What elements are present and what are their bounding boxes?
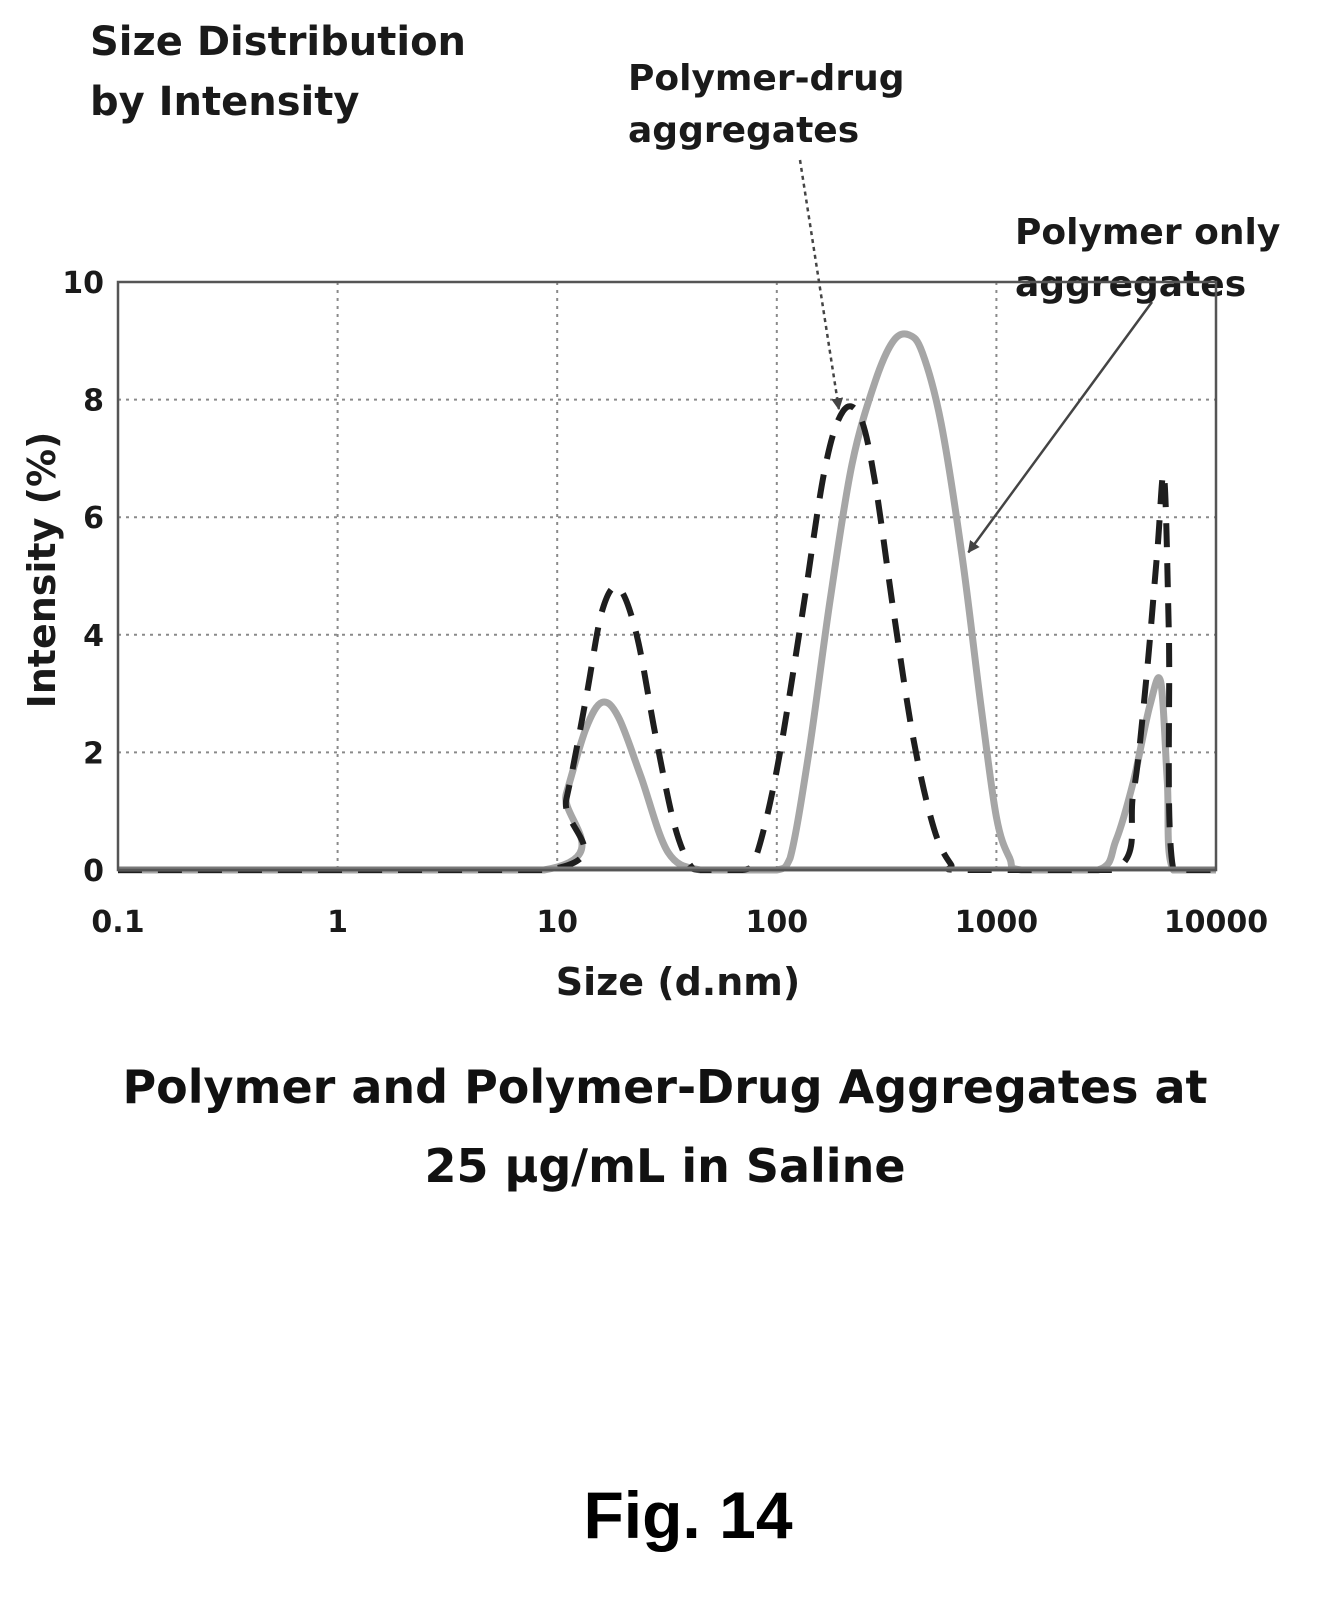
x-tick-label: 0.1 [91, 905, 144, 940]
chart-title-line-2: by Intensity [90, 79, 359, 125]
y-tick-label: 0 [83, 854, 104, 889]
annotation-polymer-only-line-1: Polymer only [1015, 212, 1280, 253]
grid-lines [118, 282, 1216, 870]
caption-line-1: Polymer and Polymer-Drug Aggregates at [122, 1060, 1207, 1114]
x-tick-label: 10000 [1164, 905, 1268, 940]
chart-title-line-1: Size Distribution [90, 19, 466, 65]
y-tick-label: 10 [62, 266, 104, 301]
x-tick-label: 10 [536, 905, 578, 940]
series-line-polymer-drug [118, 403, 1216, 874]
x-tick-label: 100 [745, 905, 808, 940]
plot-area: 0.1 1 10 100 1000 10000 0 2 4 6 8 10 [62, 159, 1268, 940]
figure-label: Fig. 14 [583, 1478, 792, 1552]
x-tick-label: 1000 [955, 905, 1039, 940]
series-line-polymer-only [118, 330, 1216, 874]
plot-frame [116, 280, 1218, 872]
y-tick-label: 8 [83, 384, 104, 419]
series-layer [118, 330, 1216, 874]
x-axis-label: Size (d.nm) [556, 960, 801, 1004]
annotation-polymer-drug-line-2: aggregates [628, 110, 859, 151]
x-tick-labels: 0.1 1 10 100 1000 10000 [91, 905, 1268, 940]
annotation-polymer-drug-line-1: Polymer-drug [628, 58, 904, 99]
caption-line-2: 25 µg/mL in Saline [424, 1139, 905, 1193]
annotation-arrow-polymer-only [967, 301, 1154, 554]
annotation-polymer-only-line-2: aggregates [1015, 264, 1246, 305]
annotation-arrow-polymer-drug [798, 159, 844, 411]
y-tick-label: 2 [83, 736, 104, 771]
annotation-arrows [798, 159, 1154, 554]
y-tick-labels: 0 2 4 6 8 10 [62, 266, 104, 889]
y-tick-label: 6 [83, 501, 104, 536]
x-tick-label: 1 [327, 905, 348, 940]
y-tick-label: 4 [83, 619, 104, 654]
y-axis-label: Intensity (%) [20, 432, 64, 709]
